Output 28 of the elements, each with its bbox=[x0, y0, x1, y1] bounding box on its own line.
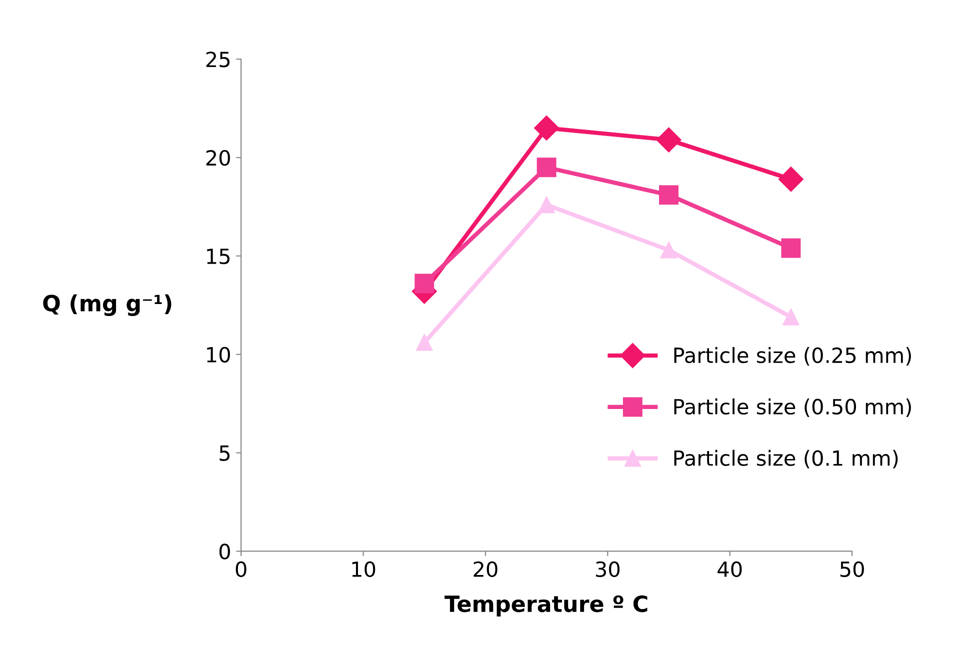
y-tick-label: 15 bbox=[207, 248, 230, 264]
point bbox=[536, 158, 556, 178]
point bbox=[659, 185, 678, 205]
point bbox=[778, 166, 804, 192]
y-tick-label: 25 bbox=[206, 52, 230, 68]
x-tick-label: 30 bbox=[596, 561, 620, 578]
y-tick-label: 0 bbox=[219, 544, 230, 560]
y-tick-label: 10 bbox=[207, 346, 230, 363]
x-axis-title: Temperature º C bbox=[444, 595, 648, 617]
x-tick-label: 50 bbox=[840, 561, 864, 578]
point bbox=[781, 238, 801, 258]
y-tick-label: 5 bbox=[220, 446, 230, 462]
point bbox=[534, 116, 560, 141]
point bbox=[660, 242, 678, 258]
x-tick-label: 40 bbox=[718, 561, 742, 578]
x-tick-label: 20 bbox=[474, 561, 498, 578]
point bbox=[538, 196, 555, 214]
point bbox=[782, 308, 800, 326]
legend-label: Particle size (0.25 mm) bbox=[674, 347, 911, 366]
y-axis-title: Q (mg g⁻¹) bbox=[43, 294, 172, 316]
legend-label: Particle size (0.50 mm) bbox=[674, 398, 911, 418]
x-tick-label: 0 bbox=[236, 561, 246, 578]
point bbox=[416, 334, 433, 351]
x-tick-label: 10 bbox=[352, 561, 376, 578]
y-tick-label: 20 bbox=[206, 150, 230, 166]
point bbox=[656, 127, 682, 152]
legend-label: Particle size (0.1 mm) bbox=[674, 450, 898, 468]
point bbox=[414, 274, 434, 294]
